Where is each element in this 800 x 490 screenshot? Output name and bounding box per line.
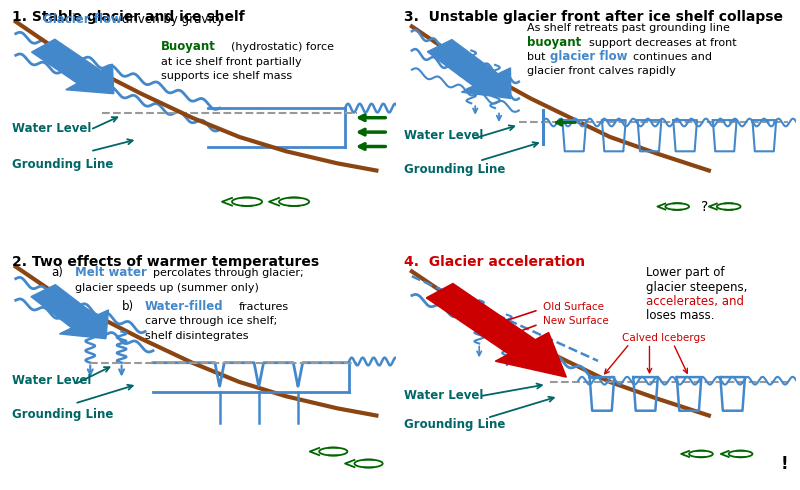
- Text: Grounding Line: Grounding Line: [404, 163, 506, 176]
- Text: 3.  Unstable glacier front after ice shelf collapse: 3. Unstable glacier front after ice shel…: [404, 10, 783, 24]
- Text: Melt water: Melt water: [74, 266, 146, 279]
- Polygon shape: [31, 285, 109, 339]
- Text: Glacier flow: Glacier flow: [43, 13, 122, 26]
- Text: Water Level: Water Level: [12, 374, 91, 387]
- Text: loses mass.: loses mass.: [646, 310, 714, 322]
- Text: Water Level: Water Level: [404, 129, 483, 142]
- Text: Lower part of: Lower part of: [646, 266, 724, 279]
- Text: b): b): [122, 300, 134, 313]
- Text: As shelf retreats past grounding line: As shelf retreats past grounding line: [526, 23, 730, 33]
- Polygon shape: [31, 39, 114, 94]
- Text: Grounding Line: Grounding Line: [404, 417, 506, 431]
- Text: ?: ?: [701, 199, 708, 214]
- Text: New Surface: New Surface: [542, 316, 608, 326]
- Text: Calved Icebergs: Calved Icebergs: [622, 333, 706, 343]
- Text: Grounding Line: Grounding Line: [12, 158, 114, 171]
- Text: 4.  Glacier acceleration: 4. Glacier acceleration: [404, 255, 585, 269]
- Text: glacier front calves rapidly: glacier front calves rapidly: [526, 67, 675, 76]
- Text: fractures: fractures: [239, 302, 290, 312]
- Text: accelerates, and: accelerates, and: [646, 295, 743, 308]
- Polygon shape: [427, 40, 511, 98]
- Text: Water Level: Water Level: [404, 389, 483, 402]
- Text: 1. Stable glacier and ice shelf: 1. Stable glacier and ice shelf: [12, 10, 245, 24]
- Polygon shape: [426, 284, 566, 377]
- Text: percolates through glacier;: percolates through glacier;: [153, 268, 303, 278]
- Text: supports ice shelf mass: supports ice shelf mass: [161, 71, 292, 81]
- Text: glacier steepens,: glacier steepens,: [646, 281, 747, 294]
- Text: (hydrostatic) force: (hydrostatic) force: [231, 43, 334, 52]
- Text: continues and: continues and: [626, 52, 712, 62]
- Text: shelf disintegrates: shelf disintegrates: [145, 331, 249, 341]
- Text: 2. Two effects of warmer temperatures: 2. Two effects of warmer temperatures: [12, 255, 319, 269]
- Text: a): a): [51, 266, 63, 279]
- Text: support decreases at front: support decreases at front: [582, 38, 737, 48]
- Text: at ice shelf front partially: at ice shelf front partially: [161, 57, 302, 67]
- Text: buoyant: buoyant: [526, 36, 581, 49]
- Text: Water Level: Water Level: [12, 122, 91, 135]
- Text: Water-filled: Water-filled: [145, 300, 224, 313]
- Text: !: !: [780, 455, 788, 472]
- Text: driven by gravity: driven by gravity: [122, 13, 223, 26]
- Text: but: but: [526, 52, 552, 62]
- Text: Buoyant: Buoyant: [161, 41, 216, 53]
- Text: Old Surface: Old Surface: [542, 302, 603, 312]
- Text: Grounding Line: Grounding Line: [12, 408, 114, 421]
- Text: carve through ice shelf;: carve through ice shelf;: [145, 316, 278, 326]
- Text: glacier flow: glacier flow: [550, 50, 628, 63]
- Text: glacier speeds up (summer only): glacier speeds up (summer only): [74, 283, 258, 293]
